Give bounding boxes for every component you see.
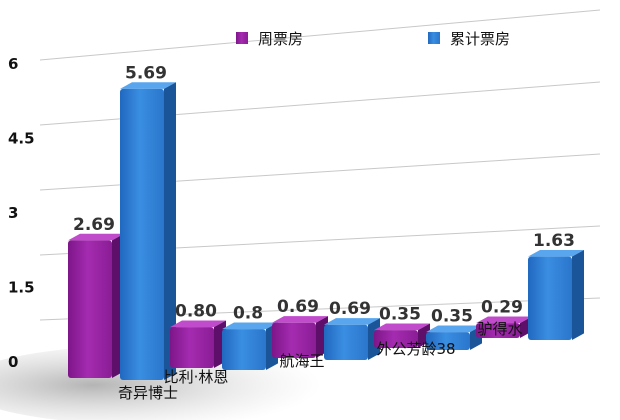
data-label: 0.80 [175,301,217,321]
y-tick-label: 4.5 [8,130,35,148]
category-label: 航海王 [279,352,324,370]
gridline-4 [39,9,601,61]
legend-label: 周票房 [258,30,303,48]
bar-total-1 [222,322,278,370]
data-label: 1.63 [533,231,575,251]
data-label: 0.69 [277,297,319,317]
data-label: 0.8 [233,303,263,323]
data-label: 0.35 [379,304,421,324]
legend-item-0: 周票房 [236,30,303,48]
legend-swatch [428,32,440,44]
legend-item-1: 累计票房 [428,30,510,48]
bar-weekly-1 [170,320,226,368]
bars: 2.69 5.69 0.80 0.8 0.69 0.69 0.35 0.35 0.29 1.63 [68,63,584,381]
bar-total-2 [324,318,380,360]
bar-total-0 [120,82,176,381]
category-label: 比利·林恩 [164,368,229,386]
data-label: 0.69 [329,299,371,319]
y-tick-label: 1.5 [8,279,35,297]
grid-lines [39,9,601,321]
y-axis: 0 1.5 3 4.5 6 [8,55,35,371]
bar-total-3 [426,325,482,350]
bar-total-4 [528,249,584,340]
data-label: 0.35 [431,306,473,326]
y-tick-label: 6 [8,55,18,73]
bar-weekly-0 [68,233,124,378]
data-label: 5.69 [125,63,167,83]
category-label: 驴得水 [477,320,522,338]
data-label: 0.29 [481,298,523,318]
bar-weekly-3 [374,323,430,348]
legend-label: 累计票房 [450,30,510,48]
y-tick-label: 0 [8,353,18,371]
category-label: 奇异博士 [118,384,178,402]
data-label: 2.69 [73,215,115,235]
y-tick-label: 3 [8,204,18,222]
legend: 周票房 累计票房 [236,30,510,48]
legend-swatch [236,32,248,44]
category-label: 外公芳龄38 [376,340,455,358]
